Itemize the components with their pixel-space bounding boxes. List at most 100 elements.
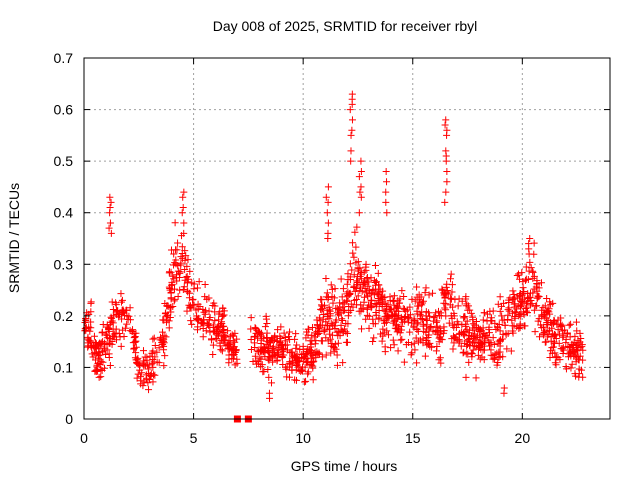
data-point — [379, 287, 387, 295]
data-point — [324, 219, 332, 227]
data-point — [357, 167, 365, 175]
data-point — [496, 327, 504, 335]
data-point — [361, 277, 369, 285]
data-point — [269, 343, 277, 351]
data-point — [166, 313, 174, 321]
data-point — [157, 333, 165, 341]
data-point — [318, 306, 326, 314]
data-point — [435, 334, 443, 342]
data-point — [524, 295, 532, 303]
data-point — [126, 304, 134, 312]
data-point — [325, 315, 333, 323]
data-point — [260, 367, 268, 375]
data-point — [533, 302, 541, 310]
data-point — [554, 353, 562, 361]
data-point — [389, 336, 397, 344]
data-point — [87, 298, 95, 306]
data-point — [370, 334, 378, 342]
data-point — [479, 316, 487, 324]
data-point — [271, 333, 279, 341]
data-point — [395, 299, 403, 307]
data-point — [512, 309, 520, 317]
data-point — [109, 312, 117, 320]
data-point — [574, 336, 582, 344]
data-point — [262, 341, 270, 349]
data-point — [133, 359, 141, 367]
data-point — [161, 352, 169, 360]
data-point — [301, 378, 309, 386]
data-point — [511, 313, 519, 321]
data-point — [565, 321, 573, 329]
data-point — [211, 302, 219, 310]
data-point — [327, 281, 335, 289]
data-point — [323, 321, 331, 329]
data-point — [524, 290, 532, 298]
data-point — [387, 344, 395, 352]
data-point — [566, 350, 574, 358]
data-point — [564, 343, 572, 351]
data-point — [118, 296, 126, 304]
data-point — [82, 326, 90, 334]
data-point — [251, 344, 259, 352]
data-point — [531, 328, 539, 336]
data-point — [510, 300, 518, 308]
data-point — [181, 276, 189, 284]
data-point — [101, 339, 109, 347]
data-point — [107, 229, 115, 237]
data-point — [440, 291, 448, 299]
data-point — [332, 316, 340, 324]
data-point — [327, 319, 335, 327]
data-point — [265, 348, 273, 356]
data-point — [516, 321, 524, 329]
data-point — [286, 358, 294, 366]
data-point — [391, 316, 399, 324]
data-point — [530, 306, 538, 314]
data-point — [87, 308, 95, 316]
data-point — [106, 361, 114, 369]
data-point — [182, 252, 190, 260]
data-point — [334, 339, 342, 347]
data-point — [404, 318, 412, 326]
data-point — [89, 342, 97, 350]
data-point — [421, 352, 429, 360]
data-point — [383, 312, 391, 320]
data-point — [151, 341, 159, 349]
data-point — [496, 307, 504, 315]
data-point — [524, 276, 532, 284]
data-point — [309, 350, 317, 358]
data-point — [515, 324, 523, 332]
data-point — [202, 327, 210, 335]
data-point — [413, 320, 421, 328]
data-point — [343, 290, 351, 298]
data-point — [198, 319, 206, 327]
data-point — [423, 317, 431, 325]
data-point — [130, 345, 138, 353]
data-point — [381, 319, 389, 327]
data-point — [219, 328, 227, 336]
data-point — [382, 188, 390, 196]
data-point — [323, 209, 331, 217]
data-point — [400, 293, 408, 301]
data-point — [171, 259, 179, 267]
data-point — [288, 366, 296, 374]
data-point — [300, 350, 308, 358]
data-point — [321, 301, 329, 309]
data-point — [552, 334, 560, 342]
data-point — [464, 306, 472, 314]
data-point — [426, 342, 434, 350]
data-point — [464, 350, 472, 358]
data-point — [180, 229, 188, 237]
data-point — [567, 364, 575, 372]
data-point — [311, 340, 319, 348]
data-point — [460, 332, 468, 340]
data-point — [288, 348, 296, 356]
data-point — [333, 361, 341, 369]
data-point — [467, 309, 475, 317]
data-point — [372, 309, 380, 317]
data-point — [427, 322, 435, 330]
data-point — [214, 322, 222, 330]
data-point — [362, 266, 370, 274]
data-point — [533, 280, 541, 288]
data-point — [342, 338, 350, 346]
data-point — [459, 349, 467, 357]
